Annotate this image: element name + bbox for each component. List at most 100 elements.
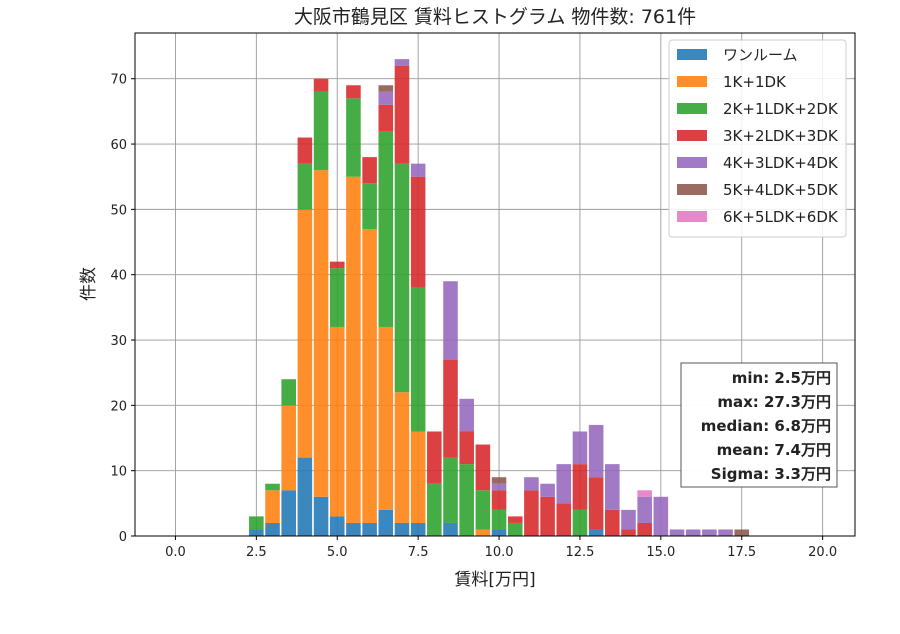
y-tick-label: 30 xyxy=(110,334,127,349)
bar-segment-1 xyxy=(362,522,377,536)
legend-label: 4K+3LDK+4DK xyxy=(723,154,839,172)
bar-segment-4 xyxy=(313,78,329,92)
stats-line: max: 27.3万円 xyxy=(717,393,831,411)
bar-segment-5 xyxy=(718,529,733,536)
bar-segment-5 xyxy=(621,509,636,530)
bar-segment-4 xyxy=(459,431,474,465)
stats-line: min: 2.5万円 xyxy=(732,369,831,387)
bar-segment-5 xyxy=(491,483,507,491)
bar-segment-1 xyxy=(491,529,507,536)
bar-segment-3 xyxy=(443,457,458,523)
y-tick-label: 10 xyxy=(110,465,127,480)
stats-line: median: 6.8万円 xyxy=(701,417,831,435)
x-tick-label: 5.0 xyxy=(327,545,348,560)
bar-segment-3 xyxy=(265,483,280,491)
bar-segment-5 xyxy=(378,91,394,105)
bar-segment-2 xyxy=(265,490,280,523)
bar-segment-4 xyxy=(507,516,523,523)
bar-segment-1 xyxy=(346,522,361,536)
stats-line: mean: 7.4万円 xyxy=(717,441,831,459)
bar-segment-2 xyxy=(362,228,377,523)
bar-segment-3 xyxy=(313,91,329,171)
bar-segment-3 xyxy=(475,490,491,530)
y-tick-label: 60 xyxy=(110,138,127,153)
bar-segment-1 xyxy=(265,522,280,536)
stats-box: min: 2.5万円 max: 27.3万円 median: 6.8万円 mean: … xyxy=(680,362,838,488)
x-tick-label: 17.5 xyxy=(727,545,756,560)
bar-segment-1 xyxy=(378,509,394,536)
bar-segment-1 xyxy=(297,457,313,536)
legend-swatch xyxy=(677,103,707,114)
bar-segment-4 xyxy=(475,444,491,491)
bar-segment-5 xyxy=(572,431,588,465)
legend-label: 6K+5LDK+6DK xyxy=(723,208,839,226)
bar-segment-2 xyxy=(378,326,394,510)
bar-segment-4 xyxy=(378,104,394,131)
bar-segment-2 xyxy=(410,431,426,523)
bar-segment-1 xyxy=(443,522,458,536)
legend-swatch xyxy=(677,211,707,222)
bar-segment-2 xyxy=(313,170,329,497)
bar-segment-2 xyxy=(346,176,361,523)
bar-segment-2 xyxy=(281,405,296,491)
bar-segment-5 xyxy=(410,163,426,177)
bar-segment-5 xyxy=(685,529,701,536)
legend-swatch xyxy=(677,130,707,141)
bar-segment-5 xyxy=(540,483,555,497)
y-tick-label: 40 xyxy=(110,269,127,284)
legend-label: 1K+1DK xyxy=(723,73,787,91)
bar-segment-1 xyxy=(313,496,329,536)
bar-segment-5 xyxy=(556,464,572,504)
bar-segment-3 xyxy=(362,183,377,229)
bar-segment-1 xyxy=(410,522,426,536)
x-tick-label: 12.5 xyxy=(565,545,594,560)
bar-segment-2 xyxy=(394,392,410,523)
bar-segment-5 xyxy=(637,496,652,523)
bar-segment-4 xyxy=(524,490,539,536)
legend: ワンルーム 1K+1DK 2K+1LDK+2DK 3K+2LDK+3DK 4K+3LDK… xyxy=(668,39,847,238)
legend-swatch xyxy=(677,49,707,60)
bar-segment-1 xyxy=(249,529,264,536)
bar-segment-4 xyxy=(605,509,620,536)
bar-layer xyxy=(249,59,750,536)
y-tick-label: 0 xyxy=(119,530,127,545)
bar-segment-2 xyxy=(475,529,491,536)
legend-swatch xyxy=(677,76,707,87)
bar-segment-6 xyxy=(491,477,507,484)
bar-segment-5 xyxy=(394,59,410,66)
bar-segment-4 xyxy=(540,496,555,536)
bar-segment-3 xyxy=(507,522,523,536)
bar-segment-4 xyxy=(637,522,652,536)
x-tick-label: 15.0 xyxy=(646,545,675,560)
stats-box-frame xyxy=(680,362,838,488)
y-axis-label: 件数 xyxy=(79,267,99,301)
bar-segment-1 xyxy=(394,522,410,536)
bar-segment-3 xyxy=(297,163,313,210)
x-tick-label: 7.5 xyxy=(408,545,429,560)
bar-segment-4 xyxy=(427,431,442,484)
bar-segment-5 xyxy=(524,477,539,491)
bar-segment-2 xyxy=(329,326,345,517)
bar-segment-6 xyxy=(378,85,394,92)
grid-layer xyxy=(135,33,855,537)
bar-segment-3 xyxy=(249,516,264,530)
bar-segment-5 xyxy=(702,529,717,536)
bar-segment-5 xyxy=(459,398,474,432)
bar-segment-5 xyxy=(605,464,620,510)
x-tick-label: 10.0 xyxy=(485,545,514,560)
bar-segment-5 xyxy=(443,281,458,360)
bar-segment-3 xyxy=(329,268,345,327)
legend-label: ワンルーム xyxy=(723,46,798,64)
bar-segment-3 xyxy=(410,287,426,432)
bar-segment-3 xyxy=(346,98,361,177)
bar-segment-7 xyxy=(637,490,652,497)
x-axis-label: 賃料[万円] xyxy=(454,570,535,590)
bar-segment-3 xyxy=(491,509,507,530)
bar-segment-4 xyxy=(362,157,377,184)
plot-frame xyxy=(134,32,856,537)
bar-segment-4 xyxy=(572,464,588,510)
bar-segment-4 xyxy=(491,490,507,510)
bar-segment-3 xyxy=(281,379,296,406)
bar-segment-4 xyxy=(410,176,426,288)
